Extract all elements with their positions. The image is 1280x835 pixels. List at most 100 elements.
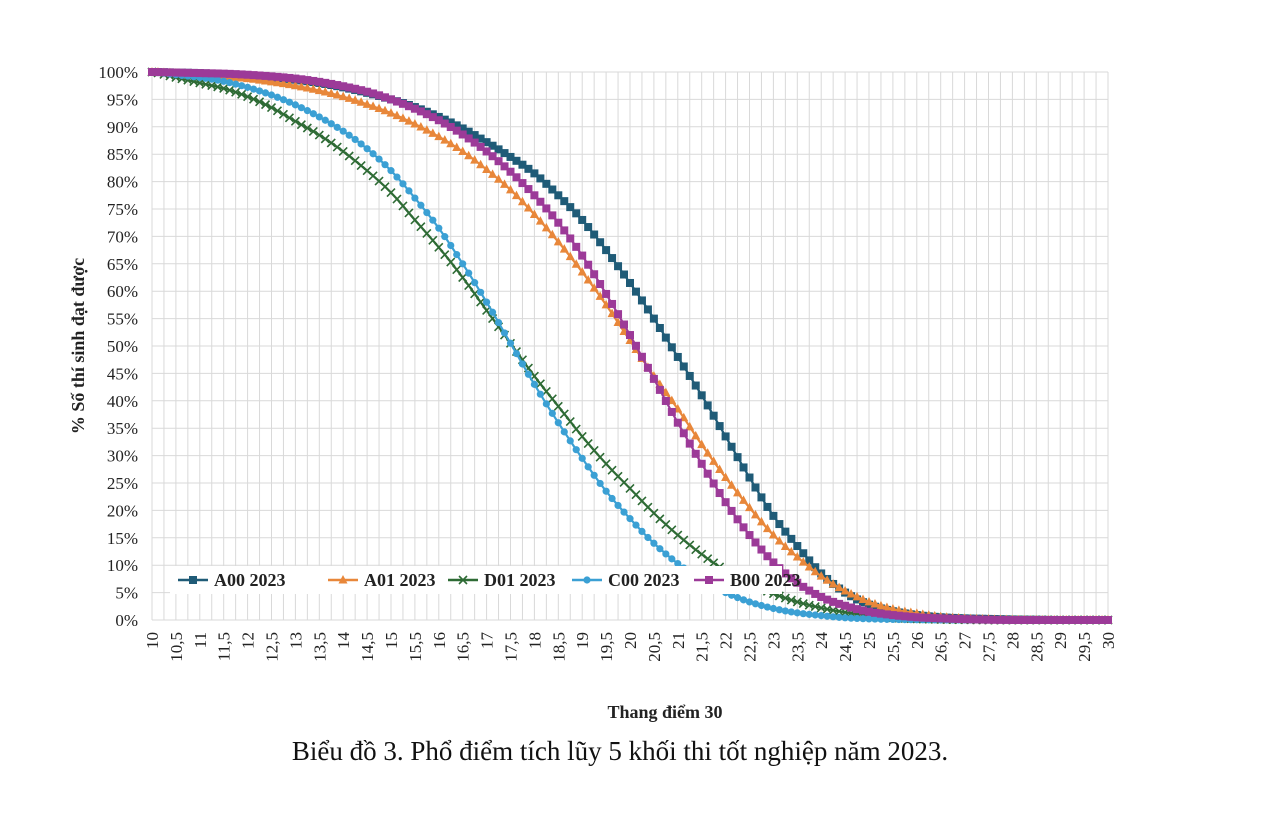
data-point <box>249 85 258 93</box>
data-point <box>226 79 234 87</box>
data-point <box>153 68 162 77</box>
data-point <box>290 80 300 90</box>
data-point <box>697 459 706 468</box>
data-point <box>859 615 867 623</box>
data-point <box>326 88 336 97</box>
data-point <box>320 134 330 144</box>
legend-label: A01 2023 <box>364 570 436 590</box>
data-point <box>1086 616 1095 624</box>
data-point <box>511 190 521 200</box>
data-point <box>297 75 306 84</box>
data-point <box>321 116 329 124</box>
data-point <box>739 596 748 604</box>
data-point <box>763 552 772 561</box>
data-point <box>1002 615 1011 624</box>
data-point <box>422 110 431 119</box>
x-tick-label: 21 <box>669 632 688 649</box>
data-point <box>757 493 766 502</box>
data-point <box>547 394 557 404</box>
x-tick-label: 18,5 <box>549 632 568 662</box>
x-tick-label: 19 <box>573 632 592 649</box>
data-point <box>793 542 802 551</box>
data-point <box>238 82 246 90</box>
y-tick-label: 45% <box>107 364 138 383</box>
data-point <box>882 602 892 612</box>
data-point <box>411 194 419 202</box>
x-tick-label: 11 <box>191 632 210 648</box>
data-point <box>584 260 593 269</box>
x-tick-label: 27 <box>956 632 975 650</box>
data-point <box>554 419 562 427</box>
data-point <box>244 83 252 91</box>
data-point <box>309 76 318 85</box>
data-point <box>506 152 515 161</box>
data-point <box>787 608 795 616</box>
data-point <box>243 70 252 79</box>
data-point <box>476 297 486 307</box>
y-axis-ticks: 0% 5% 10% 15% 20% 25% 30% 35% 40% 45% 50% 55% 60% 65%… <box>98 63 138 630</box>
legend-item: C00 2023 <box>572 570 680 590</box>
x-tick-label: 13 <box>286 632 305 649</box>
data-point <box>471 279 479 287</box>
data-point <box>584 223 593 232</box>
legend-label: B00 2023 <box>730 570 801 590</box>
x-tick-label: 13,5 <box>310 632 329 662</box>
data-point <box>273 93 282 101</box>
data-point <box>572 446 580 454</box>
data-point <box>834 582 844 592</box>
data-point <box>787 574 796 583</box>
data-point <box>225 69 234 78</box>
y-tick-label: 10% <box>107 556 138 575</box>
data-point <box>703 401 712 410</box>
data-point <box>823 612 831 620</box>
data-point <box>769 604 778 613</box>
data-point <box>709 558 719 568</box>
x-tick-label: 17,5 <box>502 632 521 662</box>
data-point <box>799 549 808 558</box>
data-point <box>512 173 521 182</box>
data-point <box>984 615 993 624</box>
data-point <box>733 515 742 524</box>
data-point <box>715 489 724 498</box>
legend-item: A00 2023 <box>178 570 286 590</box>
data-point <box>363 145 371 153</box>
data-point <box>792 551 802 561</box>
data-point <box>614 310 623 319</box>
data-point <box>278 78 288 88</box>
data-point <box>757 601 766 610</box>
data-point <box>477 288 485 296</box>
data-point <box>614 262 623 271</box>
data-point <box>1044 616 1053 624</box>
data-point <box>638 527 646 535</box>
data-point <box>829 597 838 606</box>
x-tick-label: 28 <box>1003 632 1022 649</box>
data-point <box>500 162 509 171</box>
data-point <box>524 370 533 378</box>
data-point <box>661 396 670 405</box>
data-point <box>786 546 796 556</box>
data-point <box>267 76 276 86</box>
data-point <box>362 99 372 108</box>
x-tick-label: 20,5 <box>645 632 664 662</box>
data-point <box>530 169 539 178</box>
data-point <box>763 603 772 611</box>
data-point <box>405 187 413 195</box>
data-point <box>590 270 599 279</box>
data-point <box>189 68 198 77</box>
data-point <box>750 509 760 519</box>
data-point <box>631 341 640 350</box>
data-point <box>458 124 467 133</box>
y-tick-label: 100% <box>98 63 138 82</box>
data-point <box>272 106 283 116</box>
data-point <box>649 314 658 323</box>
data-point <box>214 76 222 84</box>
data-point <box>697 439 707 449</box>
data-point <box>847 603 856 612</box>
data-point <box>381 93 390 102</box>
data-point <box>626 278 634 287</box>
data-point <box>775 520 784 529</box>
data-point <box>709 479 718 488</box>
data-point <box>369 150 377 158</box>
data-point <box>458 130 467 139</box>
data-point <box>649 374 658 383</box>
